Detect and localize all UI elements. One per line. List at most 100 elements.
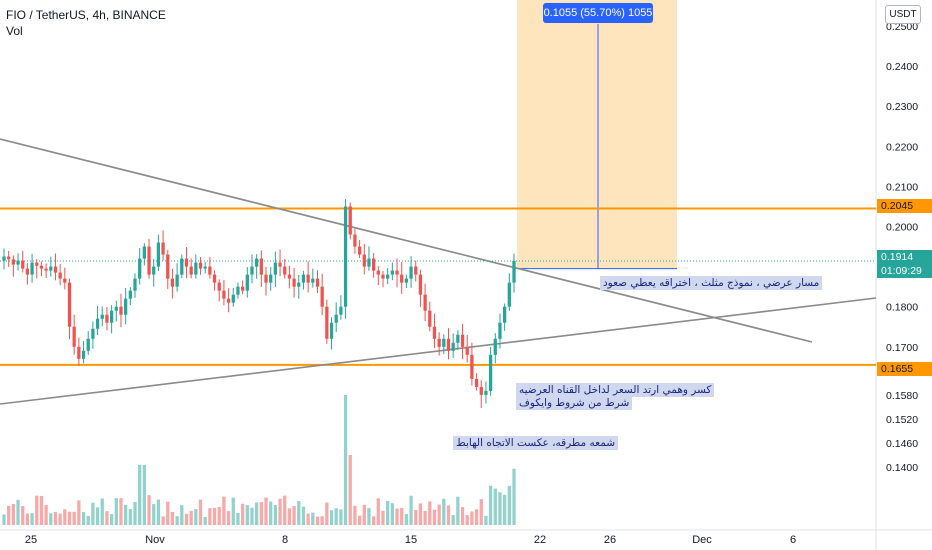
volume-bar	[180, 505, 184, 525]
candle-body	[512, 260, 516, 283]
candle-body	[25, 268, 30, 275]
volume-bar	[81, 512, 86, 525]
candle-body	[16, 260, 20, 265]
candle-body	[245, 274, 249, 291]
candle-body	[91, 328, 95, 339]
volume-bar	[250, 507, 254, 525]
candle-body	[198, 262, 203, 269]
candle-body	[166, 254, 170, 279]
candle-annotation[interactable]: شمعه مطرقه، عكست الاتجاه الهابط	[453, 436, 619, 450]
candle-body	[203, 266, 207, 269]
candle-body	[259, 258, 263, 275]
volume-bar	[400, 507, 404, 525]
measure-label: 0.1055 (55.70%) 1055	[543, 3, 653, 23]
candle-body	[53, 266, 58, 273]
candle-body	[339, 306, 343, 315]
candle-body	[498, 322, 502, 339]
currency-button[interactable]: USDT	[885, 5, 921, 24]
volume-bar	[273, 505, 278, 525]
volume-bar	[152, 504, 156, 525]
candle-body	[301, 274, 306, 283]
volume-bar	[428, 501, 432, 525]
candle-body	[404, 278, 409, 283]
y-tick-label: 0.1580	[886, 390, 918, 402]
candle-body	[493, 338, 497, 355]
volume-bar	[334, 508, 338, 525]
volume-bar	[255, 502, 259, 525]
pattern-annotation[interactable]: مسار عرضي ، نموذج مثلث ، اختراقه يعطي صع…	[600, 276, 823, 290]
candle-body	[357, 246, 362, 255]
volume-bar	[53, 511, 58, 525]
candle-body	[95, 318, 100, 329]
candle-body	[147, 246, 151, 275]
candle-body	[283, 266, 287, 275]
resistance-price-badge: 0.2045	[877, 199, 932, 213]
candle-body	[451, 342, 455, 351]
candle-body	[507, 282, 511, 307]
volume-bar	[142, 465, 147, 525]
volume-bar	[479, 499, 483, 525]
volume-bar	[147, 495, 151, 525]
volume-bar	[35, 495, 39, 525]
volume-bar	[156, 499, 161, 525]
volume-bar	[488, 485, 493, 525]
volume-bar	[91, 502, 95, 525]
y-tick-label: 0.1400	[886, 462, 918, 474]
candle-body	[180, 258, 184, 275]
volume-bar	[114, 498, 118, 525]
volume-bar	[119, 498, 123, 525]
candle-body	[21, 260, 25, 269]
volume-bar	[124, 504, 128, 525]
volume-bar	[357, 515, 362, 525]
volume-bar	[484, 515, 488, 525]
candle-body	[287, 274, 292, 279]
volume-bar	[175, 516, 179, 525]
volume-bar	[311, 512, 315, 525]
candle-body	[329, 322, 334, 339]
candle-body	[362, 254, 366, 267]
x-tick-label: Nov	[145, 534, 165, 546]
candle-body	[170, 278, 175, 287]
volume-bar	[432, 509, 437, 525]
x-tick-label: Dec	[692, 534, 712, 546]
candle-body	[348, 206, 352, 235]
volume-bar	[86, 515, 90, 525]
volume-bar	[30, 513, 34, 525]
volume-indicator-label[interactable]: Vol	[6, 24, 23, 38]
volume-bar	[512, 468, 516, 525]
candle-body	[133, 278, 137, 291]
candle-body	[442, 338, 446, 347]
volume-bar	[264, 497, 268, 525]
candle-body	[446, 338, 451, 351]
candle-body	[208, 266, 212, 275]
volume-bar	[362, 504, 366, 525]
volume-bar	[287, 508, 292, 525]
volume-bar	[194, 509, 198, 525]
volume-bar	[306, 513, 310, 525]
candle-body	[432, 326, 437, 339]
candle-body	[273, 262, 278, 275]
volume-bar	[465, 515, 469, 525]
candle-body	[86, 338, 90, 351]
countdown-badge: 01:09:29	[877, 264, 932, 278]
fakeout-annotation-line2[interactable]: شرط من شروط وايكوف	[516, 396, 633, 410]
candle-body	[72, 326, 76, 347]
volume-bar	[203, 516, 207, 525]
x-tick-label: 6	[790, 534, 796, 546]
candle-body	[353, 234, 357, 247]
candle-body	[297, 282, 301, 287]
candle-body	[124, 298, 128, 315]
volume-bar	[11, 504, 15, 525]
candle-body	[152, 266, 156, 275]
volume-bar	[423, 510, 427, 525]
candle-body	[278, 262, 282, 267]
candle-body	[156, 242, 161, 267]
fakeout-annotation-line1[interactable]: كسر وهمي ارتد السعر لداخل القناه العرضيه	[516, 383, 715, 397]
candle-body	[39, 265, 44, 269]
volume-bar	[460, 507, 465, 525]
volume-bar	[498, 492, 502, 525]
volume-bar	[418, 503, 423, 525]
volume-bar	[226, 511, 231, 525]
volume-bar	[301, 506, 306, 525]
